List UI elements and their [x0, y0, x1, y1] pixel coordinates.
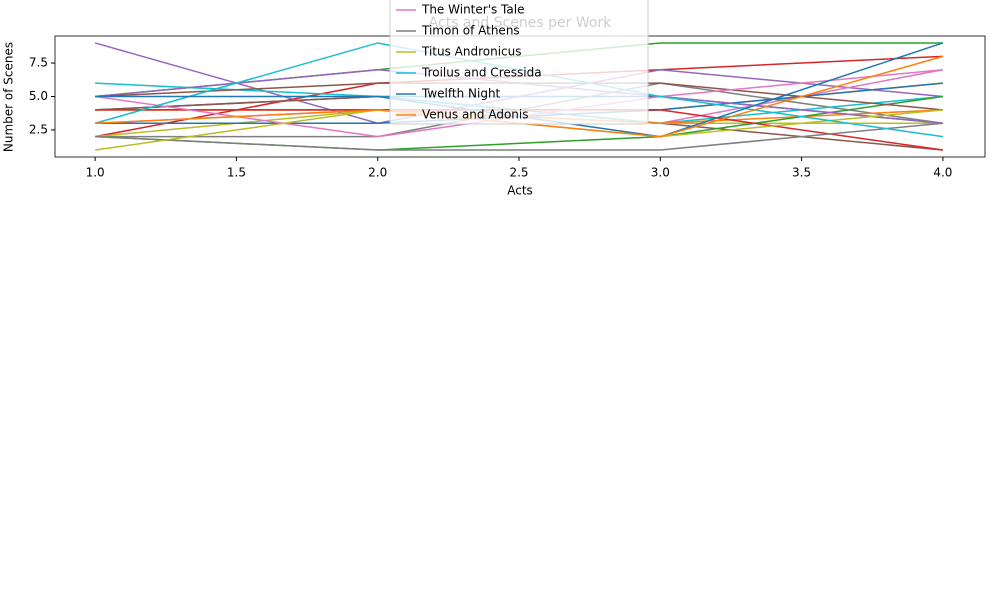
x-tick-label: 4.0: [933, 166, 952, 180]
x-tick-label: 3.5: [792, 166, 811, 180]
series-line: [95, 122, 943, 151]
legend-label: Titus Andronicus: [421, 45, 522, 59]
legend-box: [389, 0, 649, 125]
x-tick-label: 1.0: [86, 166, 105, 180]
y-tick-label: 2.5: [29, 122, 48, 136]
legend-label: Timon of Athens: [421, 24, 520, 38]
legend-label: Twelfth Night: [421, 87, 501, 101]
y-tick-label: 7.5: [29, 56, 48, 70]
legend: The Two Noble KinsmenThe Winter's TaleTi…: [389, 0, 649, 125]
legend-label: Troilus and Cressida: [421, 66, 542, 80]
legend-label: The Winter's Tale: [421, 3, 524, 17]
x-tick-label: 1.5: [227, 166, 246, 180]
x-tick-label: 2.5: [509, 166, 528, 180]
x-tick-label: 2.0: [368, 166, 387, 180]
y-axis-label: Number of Scenes: [2, 42, 16, 152]
y-tick-label: 5.0: [29, 89, 48, 103]
legend-label: Venus and Adonis: [422, 108, 528, 122]
x-axis-label: Acts: [507, 184, 533, 198]
x-tick-label: 3.0: [651, 166, 670, 180]
